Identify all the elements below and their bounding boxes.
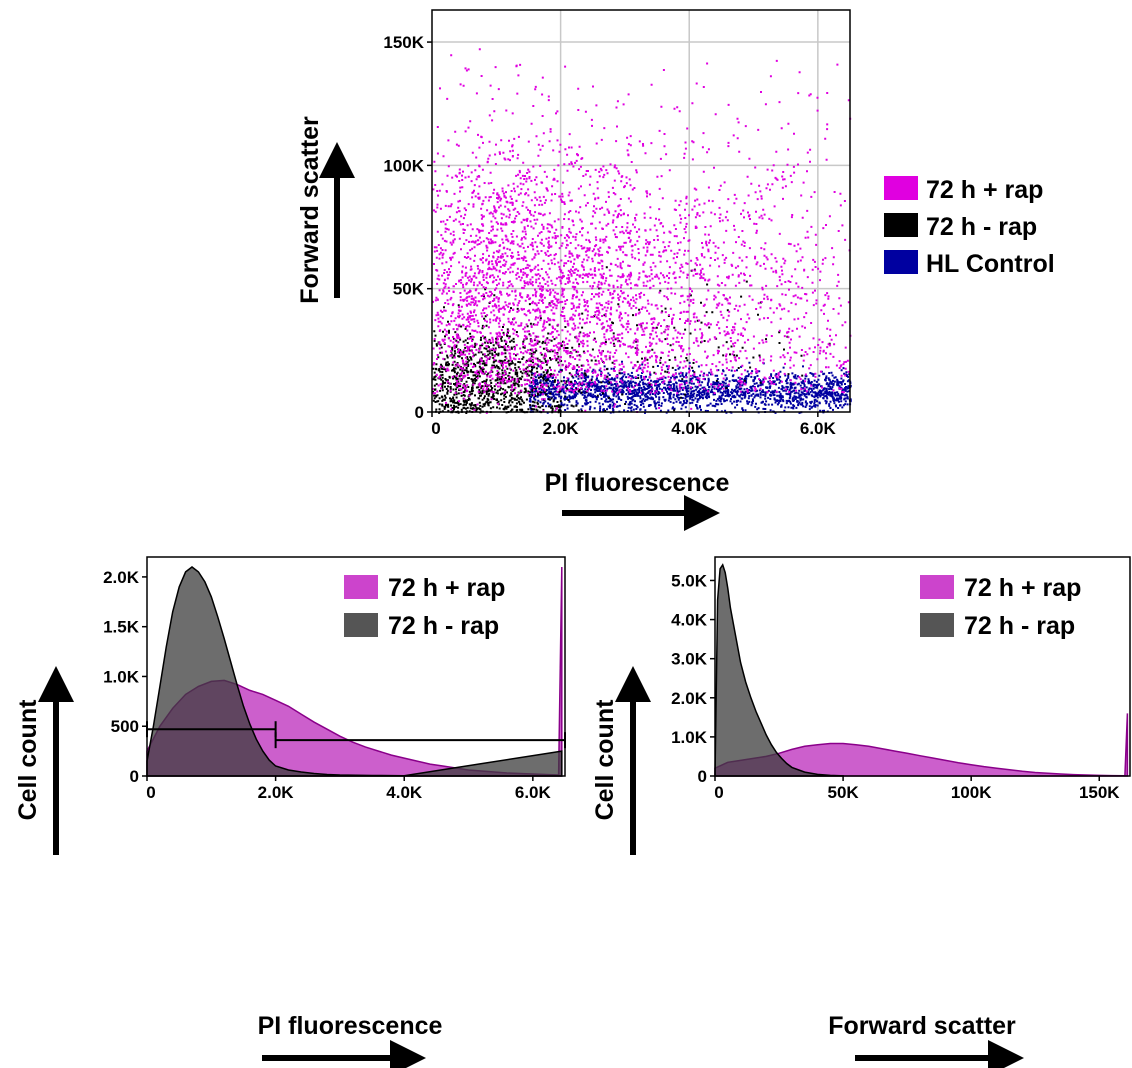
legend-swatch-rap	[920, 575, 954, 599]
scatter-x-tick-label: 6.0K	[800, 419, 837, 438]
scatter-plot-frame	[431, 9, 851, 413]
scatter-x-axis-title: PI fluorescence	[545, 469, 730, 497]
scatter-x-tick-label: 4.0K	[671, 419, 708, 438]
scatter-ticks: 0 2.0K 4.0K 6.0K 0 50K 100K 150K	[383, 33, 836, 438]
fsc-histogram-y-tick-label: 4.0K	[671, 611, 708, 630]
legend-swatch-norap	[920, 613, 954, 637]
pi-histogram-areas	[146, 566, 563, 777]
pi-histogram-x-tick-label: 2.0K	[258, 783, 295, 802]
fsc-histogram-x-tick-label: 100K	[951, 783, 992, 802]
fsc-histogram-y-axis-title: Cell count	[591, 699, 619, 821]
scatter-x-tick-label: 2.0K	[543, 419, 580, 438]
fsc-histogram-frame	[714, 556, 1131, 777]
legend-label-control: HL Control	[926, 250, 1055, 278]
pi-histogram-ticks: 0 2.0K 4.0K 6.0K 0 500 1.0K 1.5K 2.0K	[103, 568, 551, 802]
pi-histogram-x-tick-label: 6.0K	[515, 783, 552, 802]
fsc-histogram-area-rap	[714, 713, 1129, 777]
fsc-histogram-panel: 0 50K 100K 150K 0 1.0K 2.0K 3.0K 4.0K 5.0K Forwar…	[591, 556, 1131, 1068]
scatter-y-tick-label: 150K	[383, 33, 424, 52]
fsc-histogram-y-tick-label: 5.0K	[671, 571, 708, 590]
fsc-histogram-legend: 72 h + rap 72 h - rap	[920, 574, 1081, 640]
fsc-histogram-y-tick-label: 3.0K	[671, 650, 708, 669]
fsc-histogram-x-tick-label: 0	[714, 783, 723, 802]
scatter-y-tick-label: 0	[415, 403, 424, 422]
pi-histogram-y-tick-label: 1.5K	[103, 618, 140, 637]
legend-label-rap: 72 h + rap	[388, 574, 505, 602]
scatter-y-tick-label: 100K	[383, 156, 424, 175]
scatter-y-tick-label: 50K	[393, 280, 425, 299]
legend-label-norap: 72 h - rap	[926, 213, 1037, 241]
fsc-histogram-x-tick-label: 150K	[1079, 783, 1120, 802]
fsc-histogram-area-norap	[714, 563, 844, 777]
pi-histogram-x-tick-label: 0	[146, 783, 155, 802]
pi-histogram-panel: 0 2.0K 4.0K 6.0K 0 500 1.0K 1.5K 2.0K PI fluores…	[14, 556, 566, 1068]
legend-label-norap: 72 h - rap	[964, 612, 1075, 640]
fsc-histogram-y-tick-label: 1.0K	[671, 728, 708, 747]
pi-histogram-x-axis-title: PI fluorescence	[258, 1012, 443, 1040]
pi-histogram-y-tick-label: 500	[111, 717, 139, 736]
pi-histogram-frame	[146, 556, 566, 777]
scatter-legend: 72 h + rap 72 h - rap HL Control	[884, 176, 1055, 278]
pi-histogram-y-tick-label: 0	[130, 767, 139, 786]
scatter-point-cloud	[432, 48, 852, 414]
legend-swatch-rap	[884, 176, 918, 200]
legend-swatch-norap	[344, 613, 378, 637]
pi-histogram-x-tick-label: 4.0K	[386, 783, 423, 802]
scatter-points	[432, 48, 852, 414]
scatter-x-tick-label: 0	[431, 419, 440, 438]
pi-histogram-legend: 72 h + rap 72 h - rap	[344, 574, 505, 640]
fsc-histogram-areas	[714, 563, 1129, 777]
fsc-histogram-x-axis-title: Forward scatter	[828, 1012, 1016, 1040]
fsc-histogram-ticks: 0 50K 100K 150K 0 1.0K 2.0K 3.0K 4.0K 5.0K	[671, 571, 1120, 802]
legend-swatch-norap	[884, 213, 918, 237]
pi-histogram-area-norap	[146, 566, 563, 777]
pi-histogram-y-tick-label: 1.0K	[103, 667, 140, 686]
fsc-histogram-x-tick-label: 50K	[827, 783, 859, 802]
scatter-panel: 0 2.0K 4.0K 6.0K 0 50K 100K 150K PI fluorescenc…	[296, 9, 1055, 531]
legend-label-norap: 72 h - rap	[388, 612, 499, 640]
legend-label-rap: 72 h + rap	[926, 176, 1043, 204]
pi-histogram-y-tick-label: 2.0K	[103, 568, 140, 587]
pi-histogram-y-axis-title: Cell count	[14, 699, 42, 821]
scatter-point-cloud	[432, 266, 831, 414]
fsc-histogram-y-tick-label: 0	[698, 767, 707, 786]
scatter-y-axis-title: Forward scatter	[296, 116, 324, 304]
scatter-series-2	[432, 48, 852, 414]
legend-label-rap: 72 h + rap	[964, 574, 1081, 602]
fsc-histogram-y-tick-label: 2.0K	[671, 689, 708, 708]
legend-swatch-control	[884, 250, 918, 274]
legend-swatch-rap	[344, 575, 378, 599]
scatter-series-1	[432, 266, 831, 414]
